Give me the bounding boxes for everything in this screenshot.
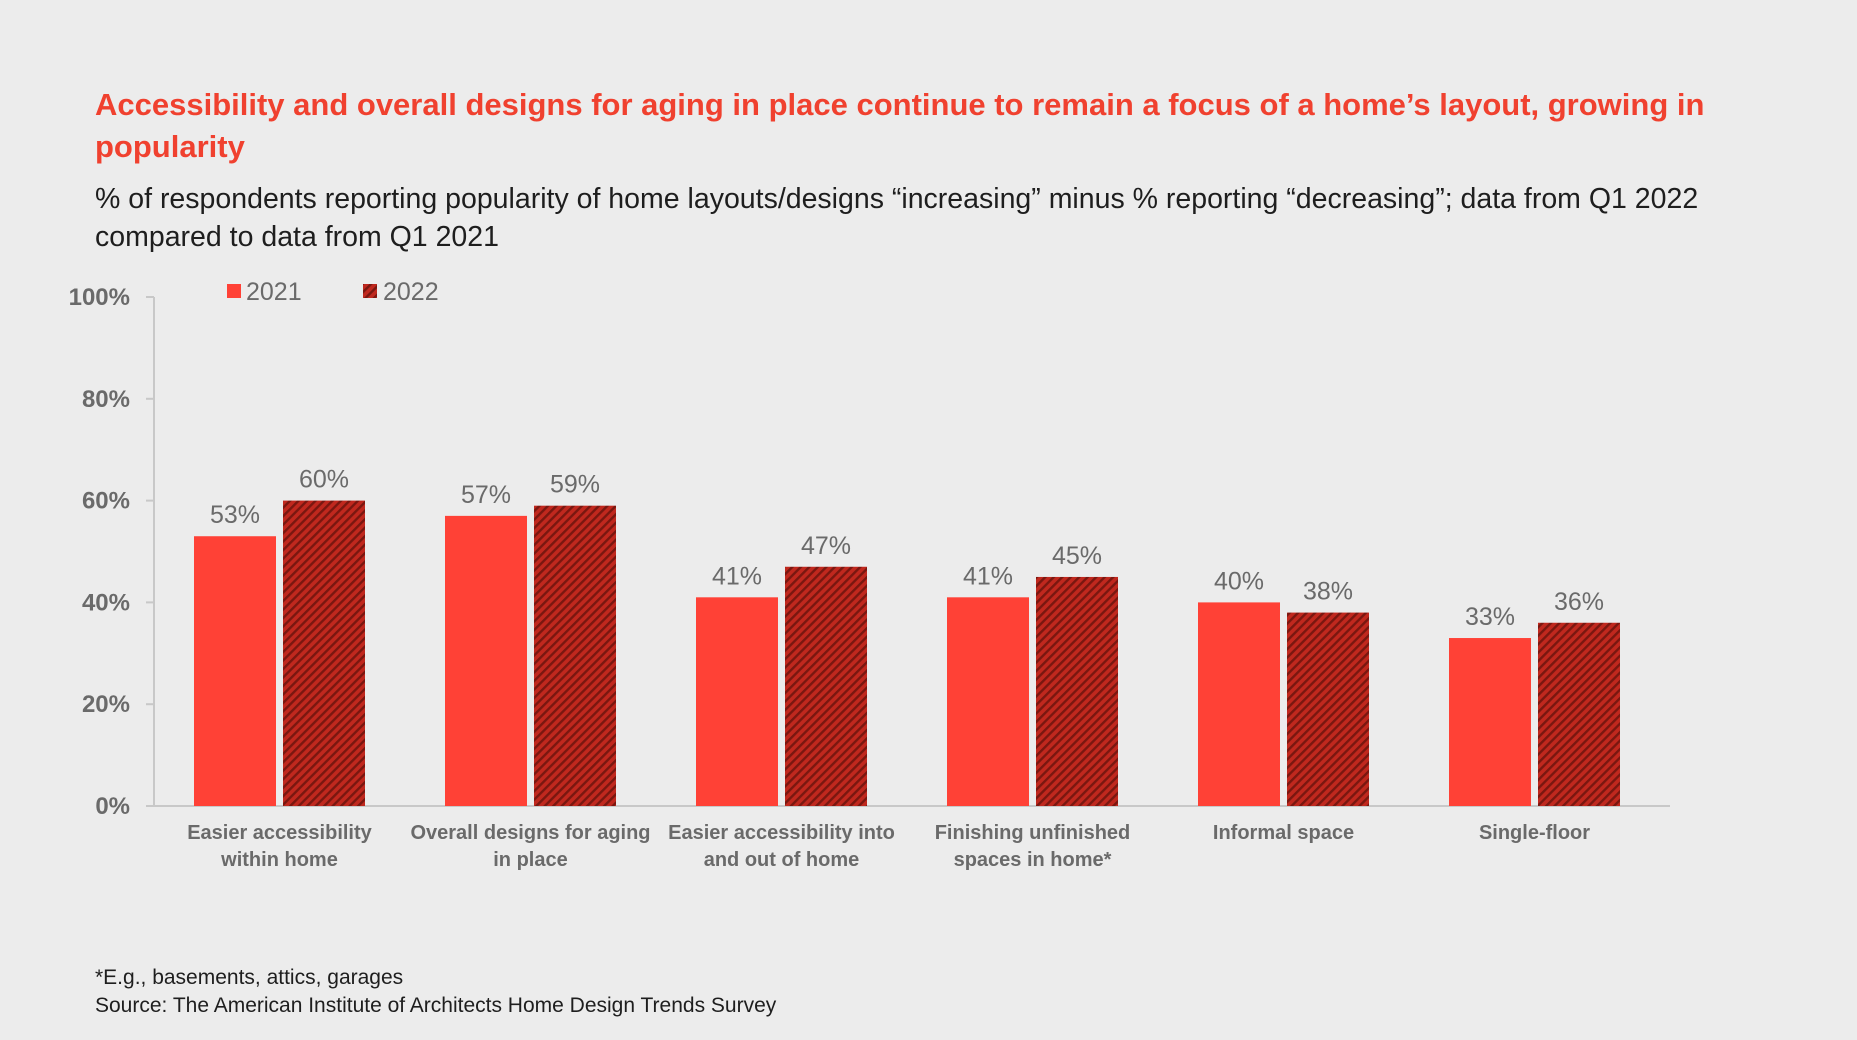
y-tick-label: 0% [95, 793, 130, 820]
data-label: 60% [299, 466, 349, 494]
data-label: 41% [712, 562, 762, 590]
x-tick-label: Single-floor [1479, 822, 1590, 844]
data-label: 36% [1554, 588, 1604, 616]
bar-2022 [1538, 622, 1620, 806]
bar-2022 [1287, 612, 1369, 806]
chart-bars [194, 500, 1620, 806]
legend-swatch-2022 [363, 284, 377, 298]
bar-2021 [696, 597, 778, 806]
data-label: 40% [1214, 567, 1264, 595]
bar-2021 [1449, 638, 1531, 806]
chart-x-tick-labels: Easier accessibility within home Overall d… [187, 822, 1590, 871]
legend-label-2021: 2021 [246, 278, 302, 306]
chart-subtitle: % of respondents reporting popularity of… [95, 183, 1699, 253]
chart-data-labels: 53% 60% 57% 59% 41% 47% 41% 45% 40% 38% 33% 36% [210, 466, 1604, 631]
footnote: *E.g., basements, attics, garages [95, 966, 404, 989]
bar-2021 [445, 515, 527, 806]
bar-2022 [534, 505, 616, 806]
y-tick-label: 60% [82, 488, 130, 515]
bar-2021 [1198, 602, 1280, 806]
x-tick-label: Informal space [1213, 822, 1354, 844]
data-label: 38% [1303, 578, 1353, 606]
data-label: 33% [1465, 603, 1515, 631]
x-tick-label: spaces in home* [954, 849, 1112, 871]
y-tick-label: 40% [82, 589, 130, 616]
x-tick-label: Easier accessibility [187, 822, 372, 844]
legend-label-2022: 2022 [383, 278, 439, 306]
data-label: 57% [461, 481, 511, 509]
x-tick-label: Easier accessibility into [668, 822, 895, 844]
data-label: 47% [801, 532, 851, 560]
chart-footer: *E.g., basements, attics, garages Source… [95, 964, 776, 1020]
legend-swatch-2021 [227, 284, 241, 298]
y-tick-label: 100% [69, 284, 130, 311]
x-tick-label: Finishing unfinished [935, 822, 1131, 844]
bar-2022 [785, 566, 867, 806]
y-tick-label: 80% [82, 386, 130, 413]
chart-legend: 2021 2022 [227, 278, 439, 306]
data-label: 41% [963, 562, 1013, 590]
data-label: 53% [210, 501, 260, 529]
chart-title: Accessibility and overall designs for ag… [95, 87, 1705, 164]
chart-axes: 0% 20% 40% 60% 80% 100% [69, 284, 1670, 820]
data-label: 59% [550, 471, 600, 499]
bar-2022 [283, 500, 365, 806]
x-tick-label: within home [220, 849, 338, 871]
bar-2021 [947, 597, 1029, 806]
x-tick-label: in place [493, 849, 567, 871]
x-tick-label: and out of home [704, 849, 860, 871]
y-tick-label: 20% [82, 691, 130, 718]
x-tick-label: Overall designs for aging [410, 822, 650, 844]
bar-2021 [194, 536, 276, 806]
bar-2022 [1036, 576, 1118, 806]
data-label: 45% [1052, 542, 1102, 570]
source-note: Source: The American Institute of Archit… [95, 994, 777, 1017]
